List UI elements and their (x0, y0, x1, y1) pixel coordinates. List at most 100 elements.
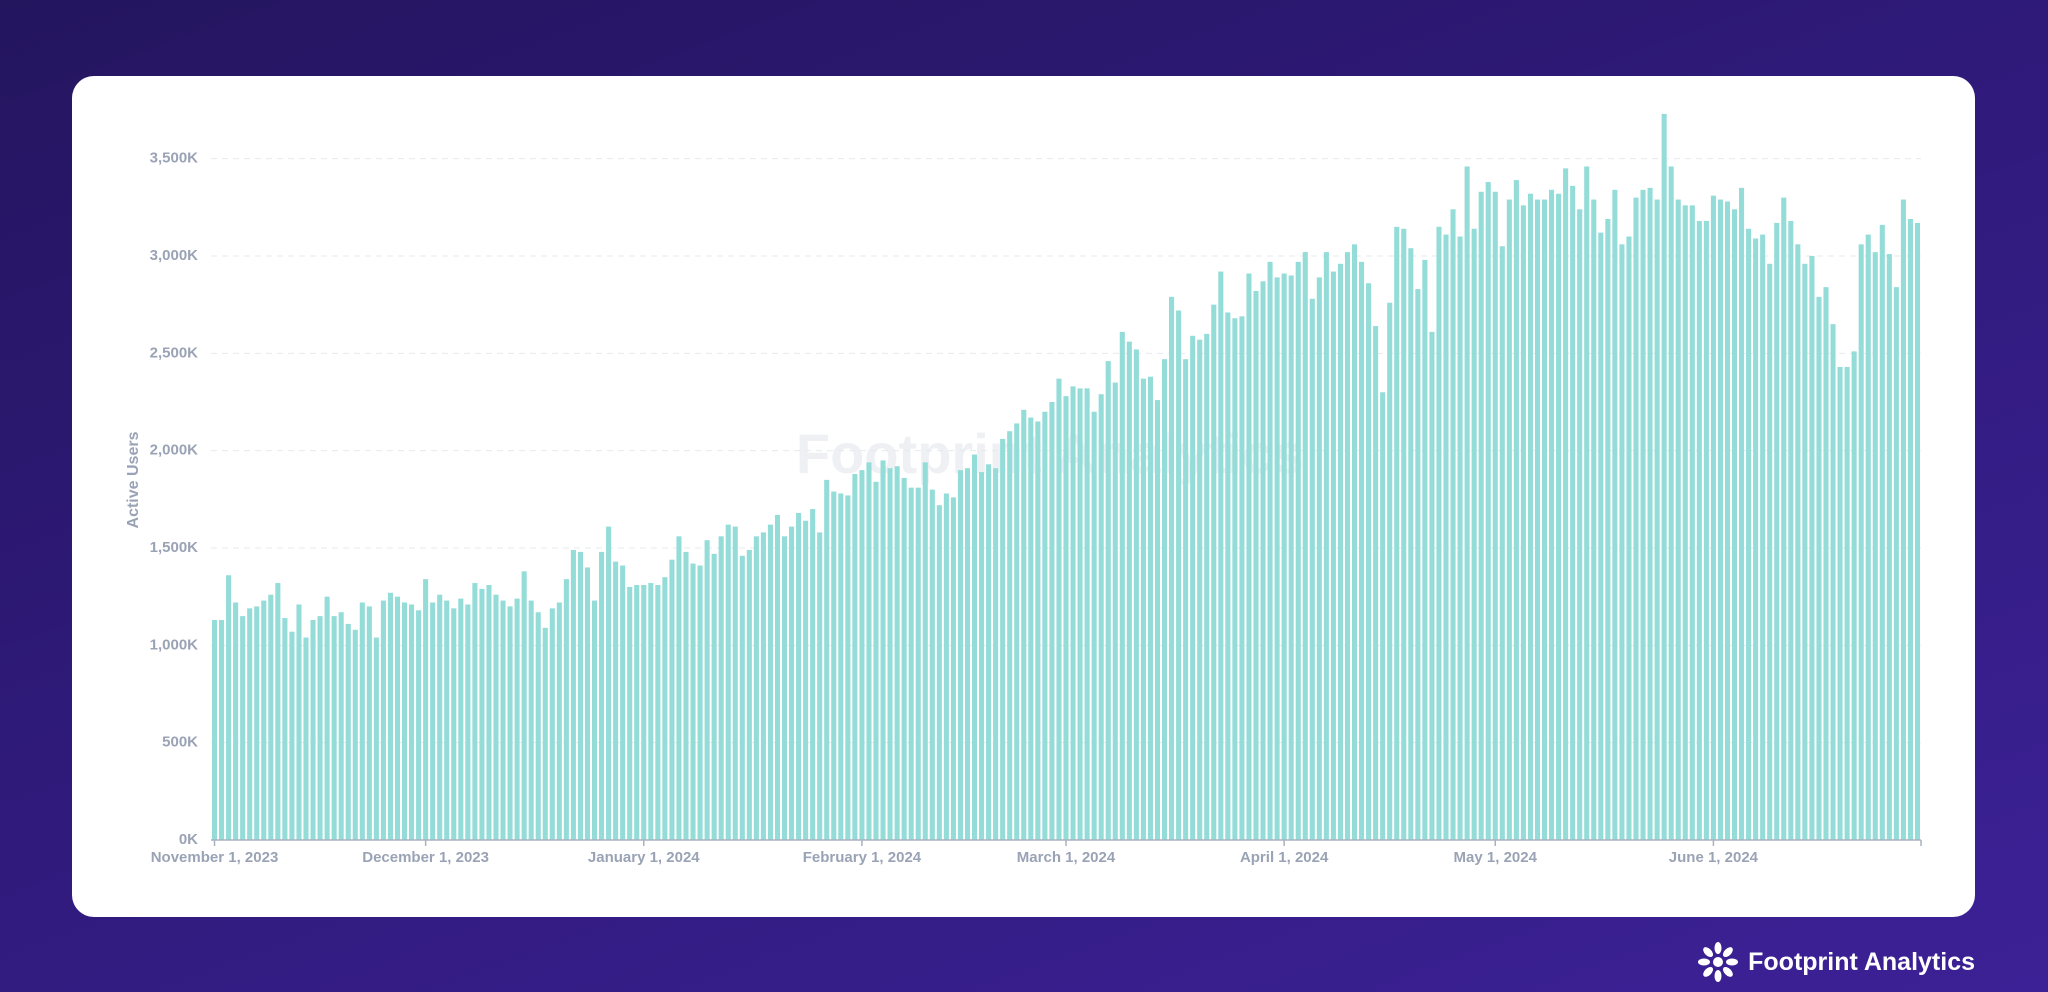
bar (1281, 273, 1287, 840)
bar (1359, 261, 1365, 841)
bar (1042, 411, 1048, 840)
bar (789, 526, 795, 840)
bar (1077, 388, 1083, 840)
bar (486, 584, 492, 840)
bar (901, 477, 907, 840)
bar (1499, 246, 1505, 840)
bar (416, 610, 422, 840)
bar (1098, 394, 1104, 840)
bar (873, 481, 879, 840)
y-tick-label: 2,500K (150, 344, 199, 361)
bar (1126, 341, 1132, 840)
bar (465, 604, 471, 840)
bar (324, 596, 330, 840)
bar (1063, 396, 1069, 840)
bar (1211, 304, 1217, 841)
bar (964, 468, 971, 840)
bar (627, 586, 633, 840)
bar (1373, 326, 1379, 841)
bar (1731, 209, 1738, 840)
bar (1344, 252, 1351, 840)
bar (1774, 222, 1780, 840)
bar (1626, 236, 1632, 841)
bar (226, 575, 232, 840)
brand: Footprint Analytics (1696, 942, 1975, 982)
y-tick-label: 0K (179, 831, 198, 848)
bar (211, 620, 218, 840)
bar (1091, 411, 1097, 840)
brand-name: Footprint Analytics (1748, 947, 1975, 976)
x-tick-label: March 1, 2024 (1017, 849, 1116, 866)
bar (1401, 228, 1407, 840)
bar (584, 567, 591, 840)
bar (662, 577, 668, 840)
bar (247, 608, 253, 840)
bar (1014, 423, 1020, 840)
bar (458, 598, 464, 840)
bar (1415, 289, 1421, 840)
y-axis-label: Active Users (125, 431, 142, 528)
bar (1267, 261, 1273, 841)
bar (669, 559, 675, 840)
bar (936, 505, 942, 840)
bar (915, 487, 921, 840)
bar (1443, 234, 1449, 840)
bar (993, 468, 999, 840)
bar (528, 600, 534, 840)
bar (591, 600, 598, 840)
bar (1654, 199, 1660, 841)
bar (394, 596, 401, 840)
bar (1387, 302, 1393, 841)
bar (401, 602, 408, 840)
bar (1513, 180, 1519, 840)
bar (1084, 388, 1090, 840)
bar (880, 460, 886, 840)
bar (1436, 226, 1442, 841)
bar (1647, 187, 1653, 840)
bar (718, 536, 724, 840)
bar (781, 536, 788, 840)
bar (922, 462, 928, 840)
bar (803, 520, 809, 840)
bar (704, 540, 710, 840)
bar (1394, 226, 1400, 841)
bar (774, 514, 781, 840)
bar (1675, 199, 1681, 841)
bar (1112, 382, 1118, 840)
bar (1260, 281, 1266, 841)
bar (233, 602, 239, 840)
bar (1703, 220, 1709, 840)
bar (352, 629, 358, 840)
bar (845, 495, 851, 840)
bar (817, 532, 823, 840)
bar (620, 565, 626, 840)
bar (1541, 199, 1548, 841)
bar (838, 493, 844, 840)
bar (986, 464, 992, 840)
bar (1119, 331, 1125, 840)
bar (1605, 219, 1611, 841)
x-tick-label: November 1, 2023 (151, 849, 279, 866)
bar (1591, 199, 1597, 841)
bar (1105, 361, 1111, 840)
bar (1795, 244, 1801, 840)
bar (577, 551, 583, 840)
bar (1809, 256, 1815, 840)
bar (760, 532, 766, 840)
bar (1295, 261, 1301, 841)
bar (373, 637, 379, 840)
bar (1823, 287, 1829, 840)
bar (268, 594, 274, 840)
bar (317, 616, 323, 840)
bar (1570, 185, 1576, 841)
x-tick-label: February 1, 2024 (803, 849, 922, 866)
bar (1788, 220, 1794, 840)
bar (437, 594, 443, 840)
bar (1724, 201, 1731, 840)
bar (1464, 166, 1470, 840)
bar (275, 583, 281, 840)
bar (1380, 392, 1386, 840)
bar (1140, 378, 1146, 840)
bar (1035, 421, 1041, 840)
